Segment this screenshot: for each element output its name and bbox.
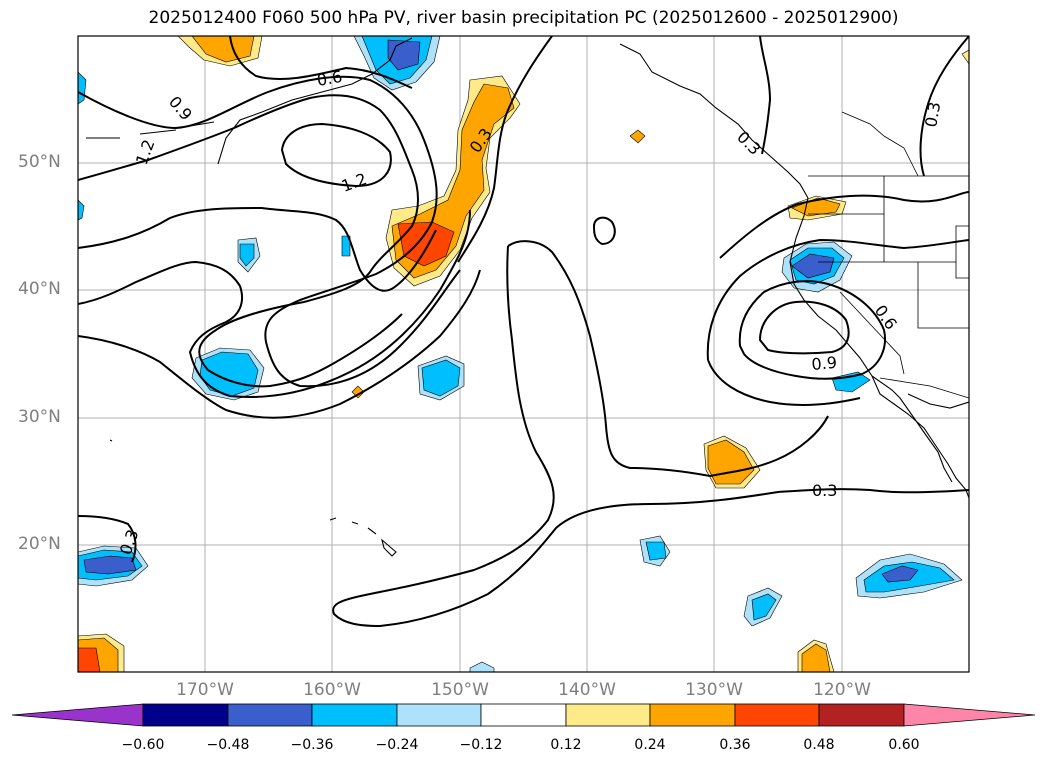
- pv-contour: [280, 122, 392, 188]
- precip-positive-patch: [78, 647, 101, 672]
- precip-negative-patch: [791, 253, 835, 279]
- pv-contour: [707, 359, 861, 406]
- state-border: [955, 225, 969, 279]
- colorbar-tick-label: 0.36: [719, 737, 751, 753]
- colorbar-bin: [142, 703, 229, 727]
- precip-positive-patch: [801, 643, 831, 672]
- gulf-california-coast: [907, 393, 969, 409]
- colorbar-bin: [649, 703, 736, 727]
- coastlines: [86, 37, 969, 557]
- colorbar-tick-label: 0.12: [550, 737, 582, 753]
- precip-negative-patch: [78, 199, 85, 221]
- colorbar-bin: [565, 703, 651, 727]
- bc-coast: [619, 43, 809, 199]
- precip-positive-patch: [961, 49, 969, 65]
- colorbar-tick-label: −0.36: [290, 737, 334, 753]
- pv-contour: [592, 216, 616, 246]
- pv-contour: [457, 36, 553, 263]
- colorbar-bin: [396, 703, 482, 727]
- colorbar-tick-label: −0.48: [206, 737, 250, 753]
- precip-negative-patch: [239, 243, 255, 267]
- pv-contour: [78, 206, 437, 292]
- precip-negative-patch: [751, 593, 777, 621]
- colorbar-extend-high: [903, 703, 1036, 727]
- lat-label: 30°N: [18, 407, 61, 427]
- lon-label: 160°W: [303, 680, 361, 700]
- island-dot: [109, 439, 113, 442]
- precip-negative-patch: [421, 359, 461, 397]
- pv-contour: [919, 36, 969, 177]
- baja-california: [871, 375, 953, 483]
- lon-label: 120°W: [813, 680, 871, 700]
- precip-negative-patch: [469, 661, 495, 672]
- colorbar-extend-low: [11, 703, 144, 727]
- lat-label: 40°N: [18, 279, 61, 299]
- colorbar-bin: [734, 703, 820, 727]
- colorbar-tick-label: 0.24: [634, 737, 666, 753]
- us-west-coast: [789, 197, 969, 499]
- precip-negative-patch: [387, 39, 421, 71]
- pv-contour: [758, 300, 850, 355]
- contour-label: 0.6: [315, 67, 343, 90]
- pv-contour: [78, 269, 481, 419]
- lon-label: 140°W: [558, 680, 616, 700]
- pv-contour: [229, 36, 413, 89]
- colorbar-bin: [227, 703, 313, 727]
- contour-label: 0.3: [921, 100, 944, 128]
- colorbar-tick-label: 0.48: [803, 737, 835, 753]
- lat-label: 50°N: [18, 152, 61, 172]
- pv-contour: [78, 94, 419, 388]
- precip-negative-patch: [645, 541, 667, 561]
- precip-positive-patch: [629, 129, 646, 144]
- colorbar-bin: [311, 703, 398, 727]
- lon-label: 170°W: [176, 680, 234, 700]
- lat-label: 20°N: [18, 534, 61, 554]
- colorbar-tick-label: −0.24: [375, 737, 419, 753]
- state-border: [808, 176, 969, 375]
- precip-shading: [78, 36, 969, 672]
- lon-label: 130°W: [685, 680, 743, 700]
- canada-province-border: [841, 111, 919, 177]
- political-borders: [808, 111, 969, 399]
- colorbar-bin: [818, 703, 905, 727]
- alaska-coast: [217, 37, 413, 165]
- plot-frame: [77, 35, 970, 673]
- precip-negative-patch: [881, 565, 919, 583]
- pv-contour: [706, 238, 969, 361]
- us-mexico-border: [879, 377, 969, 399]
- pv-contour: [759, 36, 772, 155]
- map-title: 2025012400 F060 500 hPa PV, river basin …: [148, 8, 899, 28]
- colorbar-tick-label: −0.60: [121, 737, 165, 753]
- colorbar-tick-label: 0.60: [888, 737, 920, 753]
- colorbar-tick-label: −0.12: [459, 737, 503, 753]
- pv-contour: [507, 240, 829, 478]
- lon-label: 150°W: [431, 680, 489, 700]
- precip-positive-patch: [707, 439, 755, 485]
- contour-label: 0.3: [812, 481, 837, 500]
- colorbar-bin: [480, 703, 567, 727]
- colorbar: [11, 703, 1036, 727]
- hawaii-islands: [329, 517, 397, 557]
- pv-contour: [719, 191, 969, 259]
- pv-contour: [78, 209, 471, 398]
- precip-negative-patch: [83, 555, 137, 575]
- pv-contour: [738, 280, 886, 380]
- pv-contours: [78, 36, 969, 628]
- pv-contour: [78, 75, 461, 388]
- pv-contour: [332, 245, 969, 628]
- pv-contour: [78, 515, 137, 563]
- contour-label: 0.9: [811, 353, 838, 374]
